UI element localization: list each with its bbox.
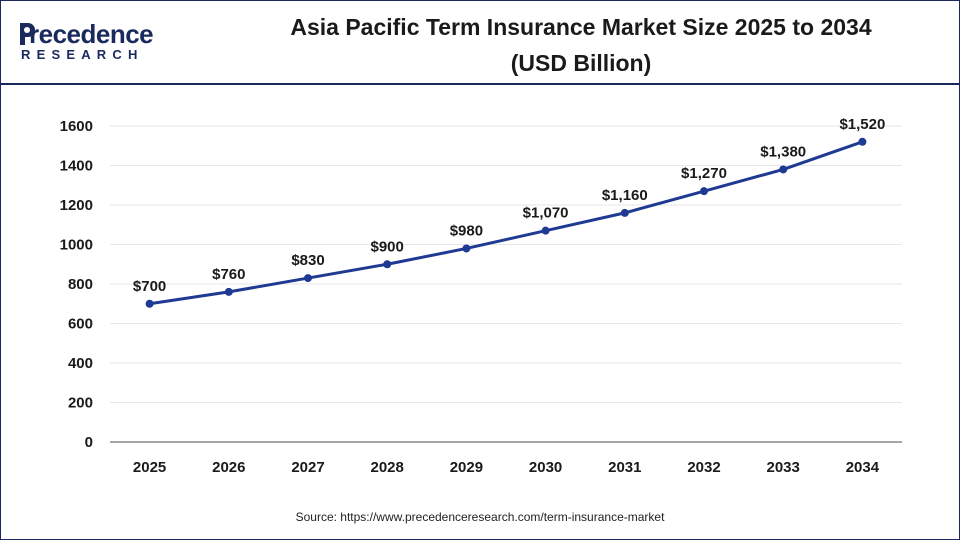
x-tick-label: 2029 [450,459,483,476]
data-label: $980 [450,222,483,239]
chart-title-line-1: Asia Pacific Term Insurance Market Size … [290,14,872,40]
axis-layer: 0 200 400 600 800 1000 1200 1400 1600 2025 2026 202… [60,118,902,476]
data-label: $760 [212,266,245,283]
x-tick-label: 2034 [846,459,880,476]
x-tick-label: 2026 [212,459,245,476]
source-note: Source: https://www.precedenceresearch.c… [295,510,665,524]
data-label: $1,070 [523,205,569,222]
x-tick-label: 2028 [371,459,404,476]
y-tick-label: 800 [68,276,93,293]
y-tick-label: 200 [68,395,93,412]
logo-subtitle: RESEARCH [21,47,144,62]
grid-layer [110,125,902,403]
data-point [462,244,471,253]
data-point [224,287,233,296]
chart-title-line-2: (USD Billion) [510,50,652,76]
y-tick-label: 1600 [60,118,93,135]
header: recedence RESEARCH Asia Pacific Term Ins… [1,1,959,85]
y-tick-label: 400 [68,355,93,372]
series-line [149,140,863,306]
y-tick-label: 600 [68,316,93,333]
data-label: $1,160 [602,187,648,204]
y-tick-label: 1200 [60,197,93,214]
chart-title: Asia Pacific Term Insurance Market Size … [211,9,951,81]
data-label: $830 [291,252,324,269]
data-point [779,165,788,174]
line-chart: 0 200 400 600 800 1000 1200 1400 1600 2025 2026 202… [60,116,902,476]
data-label: $1,270 [681,165,727,182]
brand-logo: recedence RESEARCH [19,19,169,69]
y-tick-label: 1400 [60,158,93,175]
x-tick-label: 2030 [529,459,562,476]
data-point [383,260,392,269]
data-label: $700 [133,278,166,295]
chart-area: 0 200 400 600 800 1000 1200 1400 1600 2025 2026 202… [0,84,960,504]
data-point [145,299,154,308]
data-point [304,274,312,283]
data-label: $1,380 [760,143,806,160]
data-point [541,226,550,235]
data-label: $900 [371,238,404,255]
x-tick-label: 2032 [687,459,720,476]
data-label: $1,520 [839,116,885,133]
data-label-layer: $700 $760 $830 $900 $980 $1,070 $1,160 $1,270 $1… [133,116,885,295]
logo-mark-icon [20,23,35,45]
y-tick-label: 0 [85,434,93,451]
series-layer [145,137,867,308]
data-point [620,208,629,217]
x-tick-label: 2031 [608,459,641,476]
data-point [858,137,867,146]
logo-wordmark: recedence [29,19,154,49]
data-point [700,187,708,196]
x-tick-label: 2027 [291,459,324,476]
x-tick-label: 2033 [767,459,800,476]
x-tick-label: 2025 [133,459,166,476]
y-tick-label: 1000 [60,237,93,254]
